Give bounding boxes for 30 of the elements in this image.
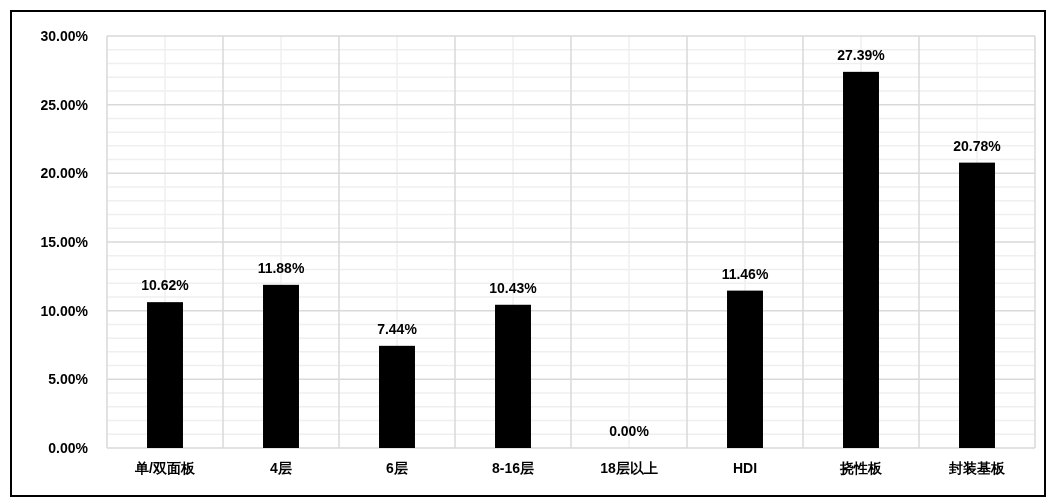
bar	[147, 302, 183, 448]
y-tick-label: 0.00%	[48, 440, 89, 456]
y-tick-label: 25.00%	[40, 96, 89, 113]
bar	[727, 290, 763, 448]
x-tick-label: 封装基板	[948, 460, 1006, 476]
x-tick-label: 6层	[386, 460, 408, 476]
data-label: 10.43%	[489, 279, 538, 296]
y-tick-label: 5.00%	[48, 371, 89, 388]
data-label: 7.44%	[377, 320, 418, 337]
y-tick-label: 15.00%	[40, 234, 89, 250]
x-tick-label: 挠性板	[839, 460, 883, 476]
data-label: 20.78%	[953, 137, 1002, 154]
data-label: 11.88%	[257, 259, 305, 276]
bar	[843, 71, 879, 448]
bar	[495, 304, 531, 448]
bar	[263, 284, 299, 448]
y-tick-label: 10.00%	[40, 302, 89, 319]
bar	[379, 345, 415, 448]
x-tick-label: 4层	[270, 460, 292, 476]
data-label: 11.46%	[721, 265, 769, 282]
x-tick-label: 8-16层	[491, 460, 535, 476]
y-tick-label: 20.00%	[40, 165, 89, 182]
data-label: 0.00%	[609, 423, 650, 439]
data-label: 27.39%	[837, 46, 886, 63]
x-tick-label: 单/双面板	[134, 460, 196, 476]
data-label: 10.62%	[141, 277, 190, 294]
x-tick-label: 18层以上	[600, 460, 658, 476]
bar	[959, 162, 995, 448]
y-tick-label: 30.00%	[40, 28, 89, 44]
x-tick-label: HDI	[732, 460, 758, 476]
